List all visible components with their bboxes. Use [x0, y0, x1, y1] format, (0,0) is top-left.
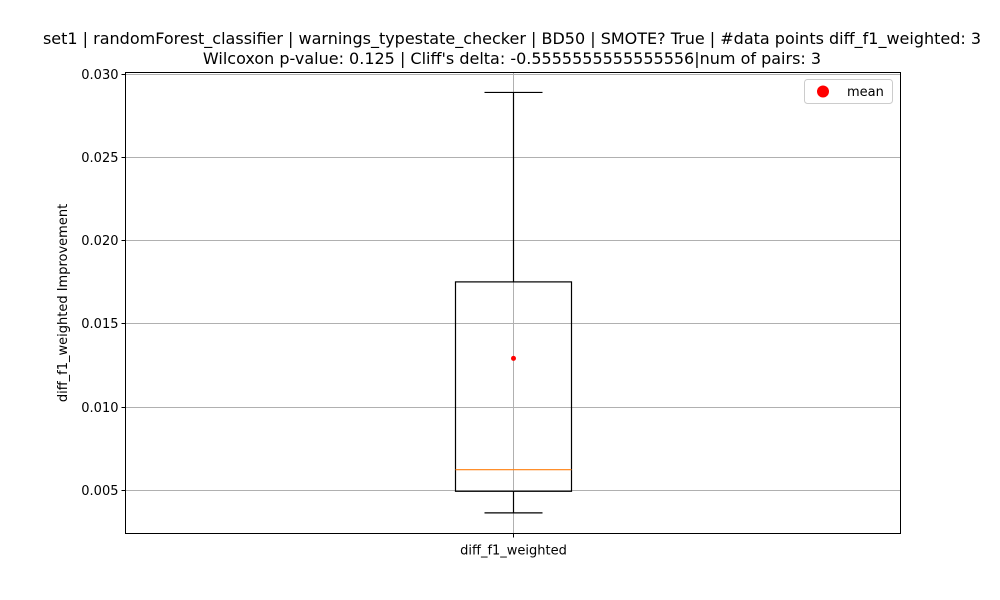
- y-tick-label: 0.005: [81, 484, 118, 499]
- legend-mean-marker: [817, 85, 829, 98]
- y-axis-label: diff_f1_weighted Improvement: [56, 204, 71, 402]
- legend-frame: [804, 79, 893, 104]
- legend: mean: [804, 79, 893, 104]
- grid-lines: [125, 72, 901, 534]
- y-tick-label: 0.030: [81, 68, 118, 83]
- chart-title-line1: set1 | randomForest_classifier | warning…: [43, 29, 981, 49]
- x-tick-label: diff_f1_weighted: [460, 544, 567, 559]
- legend-mean-label: mean: [847, 85, 884, 100]
- y-tick-label: 0.025: [81, 151, 118, 166]
- iqr-box: [454, 281, 573, 492]
- plot-area: [454, 91, 573, 514]
- chart-title-line2: Wilcoxon p-value: 0.125 | Cliff's delta:…: [203, 49, 821, 68]
- y-tick-label: 0.010: [81, 401, 118, 416]
- mean-marker: [511, 355, 516, 361]
- y-tick-label: 0.020: [81, 234, 118, 249]
- y-tick-label: 0.015: [81, 317, 118, 332]
- x-axis: diff_f1_weighted: [460, 533, 567, 559]
- y-axis: 0.005 0.010 0.015 0.020 0.025 0.030: [81, 68, 126, 499]
